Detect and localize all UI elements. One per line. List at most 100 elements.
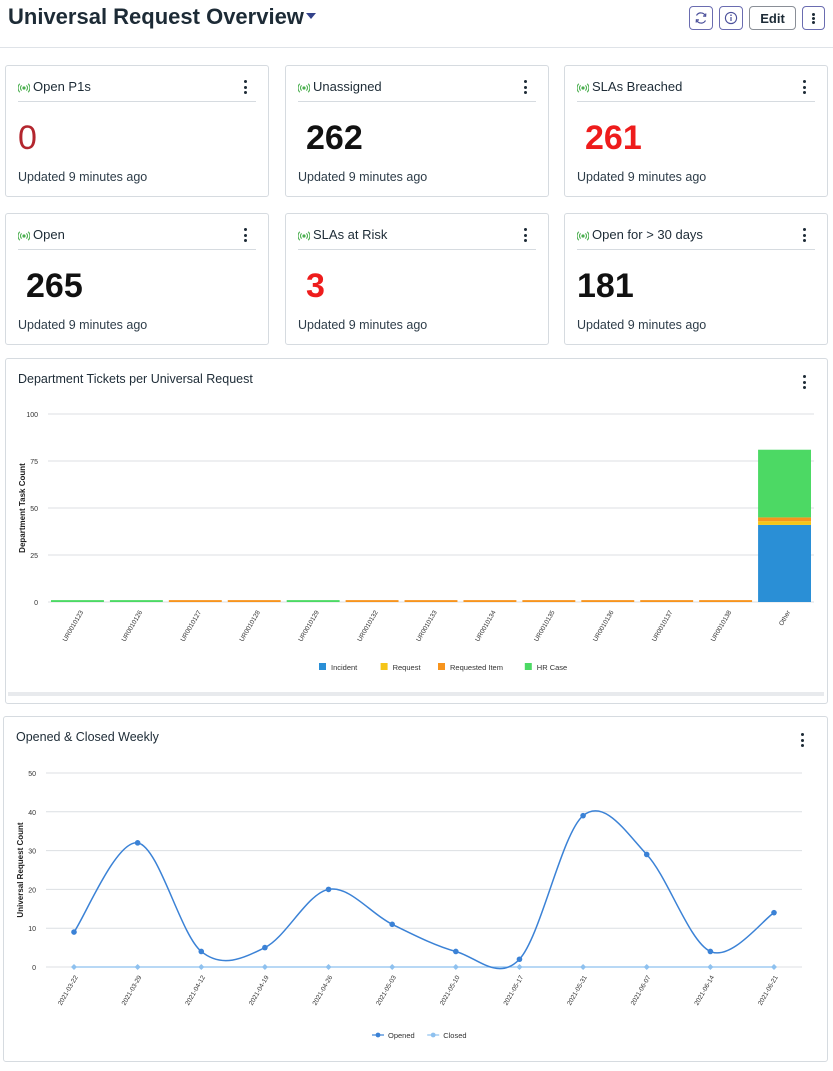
y-tick-label: 0 <box>32 965 36 972</box>
x-tick-label: UR0010134 <box>474 609 498 643</box>
y-tick-label: 30 <box>28 849 36 856</box>
kpi-card[interactable]: Open for > 30 days 181 Updated 9 minutes a… <box>564 213 828 345</box>
data-point <box>707 948 714 955</box>
bar-segment <box>699 600 753 602</box>
x-tick-label: UR0010128 <box>239 609 263 643</box>
kpi-title: SLAs at Risk <box>313 227 388 242</box>
y-tick-label: 40 <box>28 810 36 817</box>
kpi-value[interactable]: 261 <box>585 119 642 157</box>
legend-swatch <box>438 663 445 670</box>
kpi-updated-text: Updated 9 minutes ago <box>577 318 707 332</box>
data-point <box>771 964 777 970</box>
info-button[interactable] <box>719 6 743 30</box>
data-point <box>71 929 77 935</box>
data-point <box>261 964 268 970</box>
more-vert-icon[interactable] <box>801 228 807 242</box>
title-dropdown-icon[interactable] <box>306 13 316 19</box>
more-options-button[interactable] <box>802 6 825 30</box>
kpi-header: Open P1s <box>18 78 256 102</box>
x-tick-label: 2021-06-07 <box>630 974 653 1007</box>
kpi-header: Unassigned <box>298 78 536 102</box>
kpi-title: Open for > 30 days <box>592 227 703 242</box>
live-data-icon <box>18 83 30 93</box>
legend-label: HR Case <box>537 663 567 672</box>
kpi-card[interactable]: Open 265 Updated 9 minutes ago <box>5 213 269 345</box>
legend-label: Requested Item <box>450 663 503 672</box>
opened-closed-chart: 0 10 20 30 40 50 Universal Request Count 2021-0… <box>16 771 802 1040</box>
bar-segment <box>109 600 163 602</box>
kpi-title: Open <box>33 227 65 242</box>
x-tick-label: UR0010138 <box>710 609 734 643</box>
x-tick-label: 2021-05-10 <box>439 974 462 1007</box>
info-icon <box>724 11 738 25</box>
data-point <box>452 964 459 970</box>
bar-segment <box>463 600 517 602</box>
more-vert-icon[interactable] <box>522 228 528 242</box>
live-data-icon <box>298 83 310 93</box>
data-point <box>262 944 268 951</box>
live-data-icon <box>298 231 310 241</box>
x-tick-label: Other <box>778 609 793 627</box>
x-tick-label: UR0010136 <box>592 609 616 643</box>
kpi-value[interactable]: 3 <box>306 267 325 305</box>
x-tick-label: 2021-04-12 <box>184 974 207 1007</box>
kpi-value[interactable]: 0 <box>18 119 37 157</box>
legend-label: Opened <box>388 1031 415 1040</box>
kpi-header: SLAs Breached <box>577 78 815 102</box>
refresh-button[interactable] <box>689 6 713 30</box>
kpi-card[interactable]: Unassigned 262 Updated 9 minutes ago <box>285 65 549 197</box>
more-vert-icon[interactable] <box>801 375 807 389</box>
kpi-card[interactable]: SLAs Breached 261 Updated 9 minutes ago <box>564 65 828 197</box>
y-tick-label: 100 <box>26 412 38 419</box>
page-header: Universal Request Overview Edit <box>0 0 833 48</box>
refresh-icon <box>695 12 707 24</box>
data-point <box>516 956 523 963</box>
data-point <box>453 948 459 955</box>
bar-segment <box>227 600 281 602</box>
x-tick-label: 2021-04-19 <box>248 974 271 1007</box>
bar-segment <box>758 517 811 522</box>
edit-button[interactable]: Edit <box>749 6 796 30</box>
bar-segment <box>581 600 635 602</box>
more-vert-icon[interactable] <box>799 733 805 747</box>
kpi-card[interactable]: SLAs at Risk 3 Updated 9 minutes ago <box>285 213 549 345</box>
data-point <box>643 851 650 858</box>
kpi-card[interactable]: Open P1s 0 Updated 9 minutes ago <box>5 65 269 197</box>
x-tick-label: 2021-05-03 <box>375 974 398 1007</box>
opened-closed-card: Opened & Closed Weekly 0 10 20 30 40 50 Univer… <box>3 716 828 1062</box>
more-vert-icon[interactable] <box>242 80 248 94</box>
kpi-updated-text: Updated 9 minutes ago <box>18 318 148 332</box>
x-tick-label: UR0010129 <box>297 609 321 643</box>
data-point <box>134 840 141 846</box>
bar-segment <box>404 600 458 602</box>
x-tick-label: UR0010123 <box>62 609 86 643</box>
more-vert-icon[interactable] <box>242 228 248 242</box>
bar-segment <box>522 600 576 602</box>
more-vert-icon <box>811 12 817 24</box>
data-point <box>580 812 586 819</box>
legend-swatch <box>380 663 388 670</box>
data-point <box>198 964 205 970</box>
data-point <box>389 921 395 928</box>
department-tickets-card: Department Tickets per Universal Request… <box>5 358 828 704</box>
kpi-value[interactable]: 181 <box>577 267 634 305</box>
x-tick-label: 2021-05-17 <box>502 974 525 1007</box>
x-tick-label: UR0010127 <box>180 609 204 643</box>
data-point <box>643 964 650 970</box>
legend-swatch <box>524 663 532 670</box>
x-tick-label: UR0010135 <box>533 609 557 643</box>
kpi-updated-text: Updated 9 minutes ago <box>577 170 707 184</box>
more-vert-icon[interactable] <box>522 80 528 94</box>
bar-segment <box>758 521 811 525</box>
x-tick-label: 2021-06-14 <box>693 974 716 1007</box>
kpi-value[interactable]: 262 <box>306 119 363 157</box>
legend-marker <box>430 1032 436 1038</box>
legend-marker <box>375 1032 381 1038</box>
more-vert-icon[interactable] <box>801 80 807 94</box>
x-tick-label: UR0010132 <box>356 609 380 643</box>
bar-segment <box>758 449 811 518</box>
series-line <box>73 810 775 970</box>
y-axis-label: Universal Request Count <box>16 822 25 917</box>
kpi-value[interactable]: 265 <box>26 267 83 305</box>
data-point <box>198 948 205 955</box>
